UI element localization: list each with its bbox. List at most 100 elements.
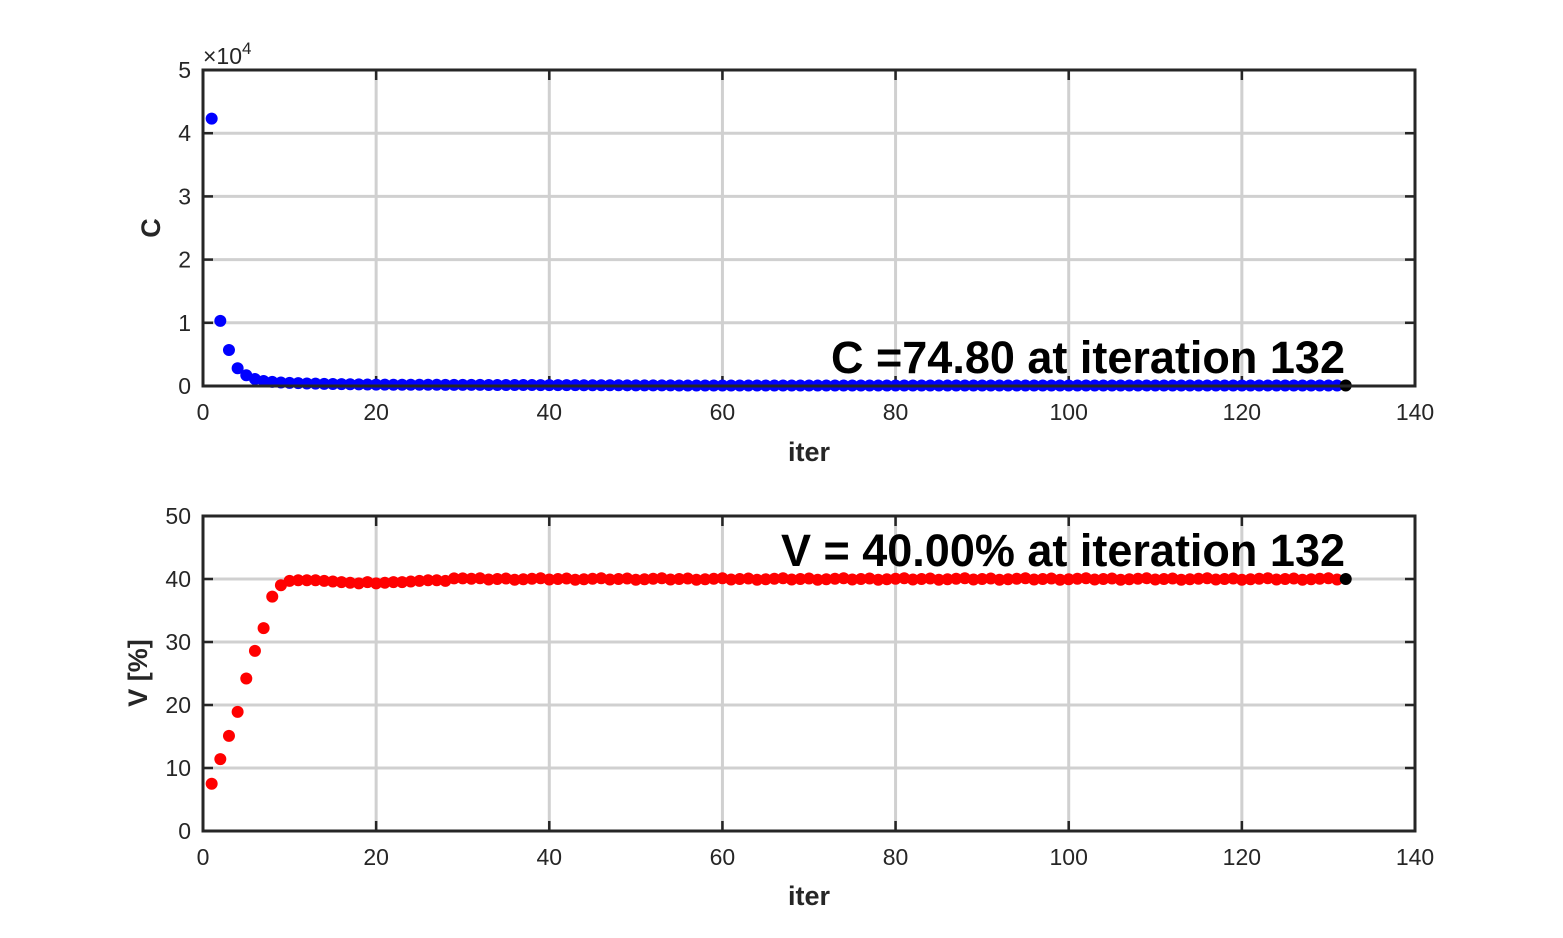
v-data-point <box>248 644 261 657</box>
v-data-point <box>430 574 443 587</box>
v-data-point <box>577 573 590 586</box>
v-data-point <box>638 573 651 586</box>
v-data-point <box>517 573 530 586</box>
v-data-point <box>586 572 599 585</box>
v-y-tick-label: 40 <box>165 566 191 592</box>
v-data-point <box>1313 572 1326 585</box>
v-data-point <box>551 573 564 585</box>
v-data-point <box>629 573 642 586</box>
v-data-point <box>1253 572 1266 585</box>
v-data-point <box>1002 573 1015 586</box>
c-grid <box>203 70 1415 386</box>
v-data-point <box>647 572 660 585</box>
v-data-point <box>214 753 227 766</box>
v-data-point <box>1114 573 1127 586</box>
c-data-point <box>231 362 244 375</box>
v-data-point <box>1218 573 1231 585</box>
c-exponent-label: ×104 <box>203 39 251 69</box>
v-annotation: V = 40.00% at iteration 132 <box>781 525 1345 576</box>
v-data-point <box>889 572 902 585</box>
c-data-point <box>257 374 270 387</box>
v-data-point <box>257 622 270 635</box>
v-x-tick-label: 80 <box>883 844 909 870</box>
v-data-point <box>525 572 538 585</box>
v-data-point <box>612 573 625 585</box>
v-data-point <box>759 573 772 586</box>
v-data-point <box>491 573 504 585</box>
c-y-tick-label: 3 <box>178 183 191 209</box>
v-y-tick-label: 10 <box>165 755 191 781</box>
v-markers <box>205 572 1352 790</box>
c-y-tick-label: 1 <box>178 310 191 336</box>
v-data-point <box>1131 572 1144 585</box>
v-data-point <box>768 572 781 585</box>
v-data-point <box>543 573 556 586</box>
v-y-tick-label: 30 <box>165 629 191 655</box>
v-data-point <box>335 576 348 589</box>
v-data-point <box>465 572 478 585</box>
v-x-tick-label: 20 <box>363 844 389 870</box>
c-y-axis-title: C <box>136 218 166 238</box>
v-data-point <box>1088 573 1101 586</box>
c-x-tick-label: 20 <box>363 399 389 425</box>
v-data-point <box>1071 572 1084 585</box>
c-y-tick-label: 0 <box>178 373 191 399</box>
v-data-point <box>785 573 798 586</box>
v-data-point <box>1235 573 1248 586</box>
v-data-point <box>378 576 391 589</box>
v-data-point <box>828 572 841 585</box>
v-data-point <box>569 573 582 586</box>
v-data-point <box>508 573 521 586</box>
v-data-point <box>820 573 833 586</box>
c-x-tick-label: 0 <box>197 399 210 425</box>
v-data-point <box>1157 573 1170 585</box>
v-data-point <box>326 575 339 588</box>
v-data-point <box>205 777 218 790</box>
c-data-point <box>205 112 218 125</box>
v-data-point <box>404 575 417 588</box>
v-data-point <box>1123 573 1136 586</box>
c-axes-box <box>201 68 1417 388</box>
v-y-tick-label: 50 <box>165 503 191 529</box>
v-data-point <box>1183 573 1196 586</box>
v-x-axis-title: iter <box>788 881 831 911</box>
v-data-point <box>482 573 495 586</box>
v-data-point <box>318 574 331 587</box>
v-data-point <box>222 729 235 742</box>
v-data-point <box>993 573 1006 586</box>
v-data-point <box>673 573 686 585</box>
v-x-tick-label: 120 <box>1223 844 1261 870</box>
v-data-point <box>1270 573 1283 586</box>
c-x-tick-label: 80 <box>883 399 909 425</box>
v-data-point <box>1062 573 1075 586</box>
v-data-point <box>725 573 738 586</box>
v-data-point <box>1054 573 1067 586</box>
c-y-tick-label: 5 <box>178 57 191 83</box>
v-data-point <box>1010 572 1023 585</box>
v-data-point <box>387 576 400 589</box>
v-data-point <box>396 576 409 589</box>
v-axes: 0 20 40 60 80 100 120 140 0 10 20 30 40 50 iter V [%]… <box>123 503 1434 911</box>
c-y-tick-label: 4 <box>178 120 191 146</box>
c-data-point <box>214 314 227 327</box>
v-y-axis-title: V [%] <box>123 639 153 707</box>
v-data-point <box>707 572 720 585</box>
v-x-tick-label: 60 <box>710 844 736 870</box>
v-data-point <box>603 573 616 586</box>
v-data-point <box>283 574 296 587</box>
c-y-tick-label: 2 <box>178 247 191 273</box>
v-data-point <box>976 573 989 585</box>
v-axes-box <box>201 514 1417 833</box>
v-data-point <box>794 573 807 585</box>
v-data-point <box>880 573 893 586</box>
c-x-tick-label: 140 <box>1396 399 1434 425</box>
v-data-point <box>1209 573 1222 586</box>
v-x-tick-label: 100 <box>1050 844 1088 870</box>
v-y-tick-label: 20 <box>165 692 191 718</box>
v-data-point <box>448 572 461 585</box>
v-data-point <box>941 573 954 586</box>
v-data-point <box>967 573 980 586</box>
v-data-point <box>370 577 383 590</box>
v-data-point <box>292 574 305 587</box>
